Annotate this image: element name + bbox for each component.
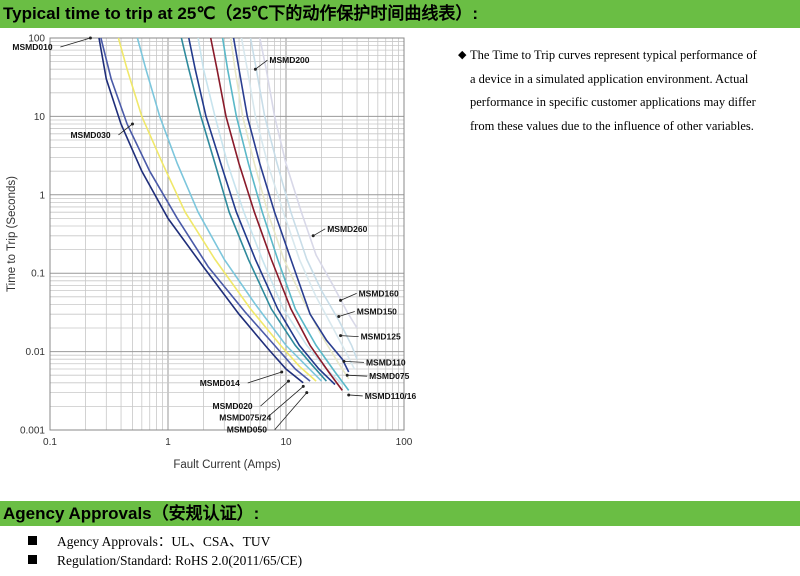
section-header-trip-time: Typical time to trip at 25℃（25℃下的动作保护时间曲…	[0, 0, 800, 28]
series-label: MSMD150	[357, 307, 397, 317]
series-line	[117, 37, 317, 382]
series-line	[197, 37, 343, 386]
square-bullet-icon	[28, 555, 37, 564]
regulation-list-item: Regulation/Standard: RoHS 2.0(2011/65/CE…	[28, 553, 302, 573]
series-label-leader	[312, 228, 326, 237]
y-tick-label: 0.001	[20, 426, 45, 437]
y-tick-label: 1	[39, 190, 45, 201]
x-axis-label: Fault Current (Amps)	[173, 459, 281, 471]
series-label-arrowhead	[345, 373, 349, 377]
series-line	[188, 37, 336, 386]
series-label: MSMD260	[327, 224, 367, 234]
series-label-arrowhead	[337, 315, 341, 319]
regulation-item-text: Regulation/Standard: RoHS 2.0(2011/65/CE…	[57, 553, 303, 568]
series-line	[180, 37, 327, 382]
series-line	[240, 37, 356, 370]
series-label-leader	[274, 392, 308, 430]
series-line	[209, 37, 343, 391]
y-tick-label: 10	[34, 112, 46, 123]
series-label-arrowhead	[301, 384, 305, 388]
x-tick-label: 0.1	[43, 437, 57, 448]
series-label-leader	[266, 386, 304, 418]
series-label: MSMD030	[70, 130, 110, 140]
chart-tick-labels: 0.1 1 10 100 100 10 1 0.1 0.01 0.001	[20, 34, 413, 449]
diamond-bullet-icon: ◆	[458, 49, 467, 61]
series-line	[249, 37, 358, 360]
series-label-leader	[348, 394, 363, 397]
series-label: MSMD075/24	[219, 412, 271, 422]
series-label-leader	[247, 371, 282, 384]
chart-grid	[49, 38, 404, 431]
series-label-arrowhead	[88, 36, 92, 40]
series-label-arrowhead	[339, 298, 343, 302]
series-label-arrowhead	[287, 379, 291, 383]
series-label-arrowhead	[130, 122, 134, 126]
series-label-leader	[343, 360, 365, 363]
y-tick-label: 100	[28, 34, 45, 45]
note-text: The Time to Trip curves represent typica…	[470, 48, 757, 133]
series-line	[98, 37, 304, 384]
trip-curve-note: ◆ The Time to Trip curves represent typi…	[458, 44, 758, 138]
x-tick-label: 1	[165, 437, 171, 448]
series-label: MSMD050	[227, 425, 267, 435]
series-label-arrowhead	[342, 359, 346, 363]
section-header-agency: Agency Approvals（安规认证）:	[0, 501, 800, 526]
series-label: MSMD010	[12, 42, 52, 52]
chart-series-labels: MSMD010 MSMD014 MSMD020 MSMD030 MSMD050 MSMD0…	[12, 36, 417, 435]
series-label-leader	[338, 311, 355, 317]
series-label: MSMD110/16	[365, 391, 417, 401]
series-line	[229, 37, 350, 380]
series-label-arrowhead	[347, 393, 351, 397]
series-label-leader	[255, 59, 268, 70]
x-tick-label: 10	[280, 437, 292, 448]
y-axis-label: Time to Trip (Seconds)	[6, 176, 18, 292]
series-label-leader	[340, 335, 359, 337]
agency-list-item: Agency Approvals：UL、CSA、TUV	[28, 530, 270, 550]
y-tick-label: 0.01	[26, 347, 46, 358]
agency-item-text: Agency Approvals：UL、CSA、TUV	[57, 534, 271, 549]
series-label-leader	[340, 293, 357, 301]
series-label: MSMD160	[359, 288, 399, 298]
series-label-leader	[260, 380, 289, 407]
series-label: MSMD075	[369, 371, 409, 381]
series-label-arrowhead	[339, 334, 343, 338]
square-bullet-icon	[28, 536, 37, 545]
series-label-arrowhead	[280, 370, 284, 374]
series-label: MSMD110	[366, 357, 406, 367]
series-label: MSMD020	[213, 401, 253, 411]
x-tick-label: 100	[396, 437, 413, 448]
series-label-leader	[118, 123, 133, 136]
series-line	[259, 37, 358, 329]
series-label: MSMD014	[200, 378, 240, 388]
series-line	[136, 37, 323, 382]
series-label-leader	[60, 37, 91, 48]
series-label-arrowhead	[305, 391, 309, 395]
chart-series	[98, 37, 358, 391]
series-label-arrowhead	[253, 67, 257, 71]
series-label-leader	[347, 374, 368, 377]
series-label: MSMD200	[269, 55, 309, 65]
series-label-arrowhead	[311, 234, 315, 238]
series-line	[100, 37, 311, 382]
y-tick-label: 0.1	[31, 269, 45, 280]
series-line	[221, 37, 350, 391]
series-line	[232, 37, 350, 373]
plot-frame	[49, 37, 405, 431]
series-label: MSMD125	[361, 332, 401, 342]
